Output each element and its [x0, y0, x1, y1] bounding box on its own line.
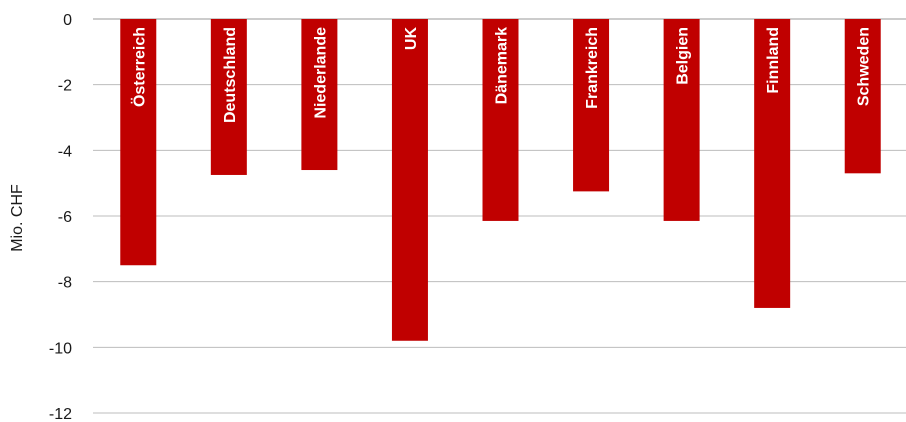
y-axis-ticks: 0 -2 -4 -6 -8 -10 -12	[49, 12, 72, 422]
y-tick-label: -4	[58, 143, 72, 160]
bar-labels: Österreich Deutschland Niederlande UK Dänema…	[129, 27, 872, 123]
y-axis-title: Mio. CHF	[9, 184, 26, 252]
bar	[754, 19, 791, 308]
bar-category-label: Deutschland	[222, 27, 239, 123]
bar-category-label: Dänemark	[494, 27, 511, 104]
y-tick-label: -12	[49, 406, 72, 422]
y-tick-label: -6	[58, 209, 72, 226]
bar-category-label: Österreich	[129, 27, 148, 107]
y-tick-label: -10	[49, 340, 72, 357]
bar	[844, 19, 881, 174]
bars	[120, 19, 881, 341]
y-tick-label: -2	[58, 78, 72, 95]
bar	[663, 19, 700, 221]
bar	[391, 19, 428, 341]
bar-category-label: UK	[403, 27, 420, 51]
bar-category-label: Belgien	[675, 27, 692, 85]
bar	[120, 19, 157, 266]
y-tick-label: 0	[63, 12, 72, 29]
bar	[482, 19, 519, 221]
bar-category-label: Finnland	[765, 27, 782, 94]
bar-category-label: Schweden	[856, 27, 873, 106]
y-tick-label: -8	[58, 275, 72, 292]
bar	[573, 19, 610, 192]
bar-category-label: Frankreich	[584, 27, 601, 109]
bar	[210, 19, 247, 175]
bar-category-label: Niederlande	[312, 27, 329, 119]
bar	[301, 19, 338, 171]
